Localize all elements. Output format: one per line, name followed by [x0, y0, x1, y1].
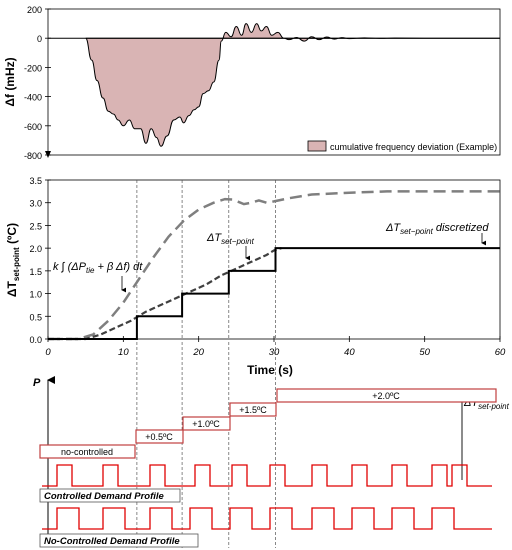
freq-y-tick-label: 200	[27, 5, 42, 15]
setpoint-y-tick-label: 0.0	[29, 335, 42, 345]
freq-y-tick-label: -200	[24, 63, 42, 73]
setpoint-guide-lines	[136, 180, 276, 339]
freq-y-axis-label: Δf (mHz)	[3, 57, 17, 106]
no-controlled-demand-wave	[42, 507, 492, 530]
svg-text:+1.0ºC: +1.0ºC	[192, 419, 220, 429]
level-box-2-0: +2.0ºC	[276, 388, 497, 403]
setpoint-curve-line	[48, 247, 282, 341]
level-box-1-5: +1.5ºC	[229, 402, 277, 417]
freq-legend: cumulative frequency deviation (Example)	[307, 140, 497, 152]
integral-curve-line	[48, 190, 500, 341]
demand-guide-lines	[136, 342, 276, 548]
setpoint-y-tick-label: 3.0	[29, 199, 42, 209]
setpoint-y-tick-label: 2.0	[29, 244, 42, 254]
setpoint-panel-frame	[47, 179, 501, 340]
svg-text:Controlled Demand Profile: Controlled Demand Profile	[44, 491, 165, 502]
svg-text:+2.0ºC: +2.0ºC	[372, 391, 400, 401]
setpoint-x-tick-label: 20	[192, 347, 204, 358]
setpoint-discretized-line	[48, 247, 500, 340]
freq-panel-frame	[47, 8, 501, 156]
setpoint-y-axis-label: ΔTset-point (ºC)	[5, 223, 21, 297]
setpoint-x-tick-label: 10	[118, 347, 129, 358]
svg-text:+0.5ºC: +0.5ºC	[145, 432, 173, 442]
freq-y-ticks: 200 0 -200 -400 -600 -800	[24, 5, 51, 161]
level-box-no-controlled: no-controlled	[39, 444, 136, 459]
level-box-1-0: +1.0ºC	[182, 416, 231, 431]
setpoint-y-tick-label: 3.5	[29, 176, 42, 186]
setpoint-x-tick-label: 40	[344, 347, 355, 358]
freq-panel: 200 0 -200 -400 -600 -800 Δf (mHz) cumulative…	[3, 5, 501, 161]
svg-text:+1.5ºC: +1.5ºC	[239, 405, 267, 415]
setpoint-y-tick-label: 1.5	[29, 267, 42, 277]
level-box-0-5: +0.5ºC	[135, 429, 184, 444]
freq-legend-label: cumulative frequency deviation (Example)	[330, 142, 497, 152]
svg-text:no-controlled: no-controlled	[61, 447, 113, 457]
discretized-annotation: ΔTset−point discretized	[385, 222, 489, 236]
setpoint-y-tick-label: 2.5	[29, 221, 42, 231]
integral-annotation: k ∫ (ΔPtie + β Δf) dt	[53, 261, 143, 275]
freq-y-tick-label: -400	[24, 93, 42, 103]
freq-y-tick-label: 0	[37, 34, 42, 44]
setpoint-panel: 0.0 0.5 1.0 1.5 2.0 2.5 3.0 3.5 0 10 20 30 40 50 60 T…	[5, 176, 506, 377]
setpoint-x-axis-label: Time (s)	[247, 363, 293, 377]
setpoint-x-tick-label: 50	[419, 347, 430, 358]
demand-y-axis-label: P	[33, 377, 41, 389]
no-controlled-profile-label: No-Controlled Demand Profile	[39, 533, 199, 548]
controlled-demand-wave	[42, 464, 492, 487]
setpoint-x-tick-label: 60	[495, 347, 506, 358]
freq-y-tick-label: -600	[24, 122, 42, 132]
freq-legend-swatch	[307, 140, 327, 152]
svg-text:No-Controlled Demand Profile: No-Controlled Demand Profile	[44, 536, 180, 547]
freq-area-fill	[85, 23, 500, 147]
setpoint-annotation: ΔTset−point	[206, 232, 255, 246]
setpoint-y-tick-label: 1.0	[29, 290, 42, 300]
freq-y-tick-label: -800	[24, 151, 42, 161]
setpoint-y-tick-label: 0.5	[29, 312, 42, 322]
setpoint-x-ticks: 0 10 20 30 40 50 60	[45, 336, 506, 358]
freq-axis-arrow	[45, 151, 51, 158]
controlled-profile-label: Controlled Demand Profile	[39, 488, 181, 503]
setpoint-y-ticks: 0.0 0.5 1.0 1.5 2.0 2.5 3.0 3.5	[29, 176, 51, 345]
setpoint-x-tick-label: 0	[45, 347, 51, 358]
setpoint-x-tick-label: 30	[269, 347, 280, 358]
demand-panel: P ΔTset-point no-controlled +0.5ºC +1.0º…	[33, 342, 510, 548]
